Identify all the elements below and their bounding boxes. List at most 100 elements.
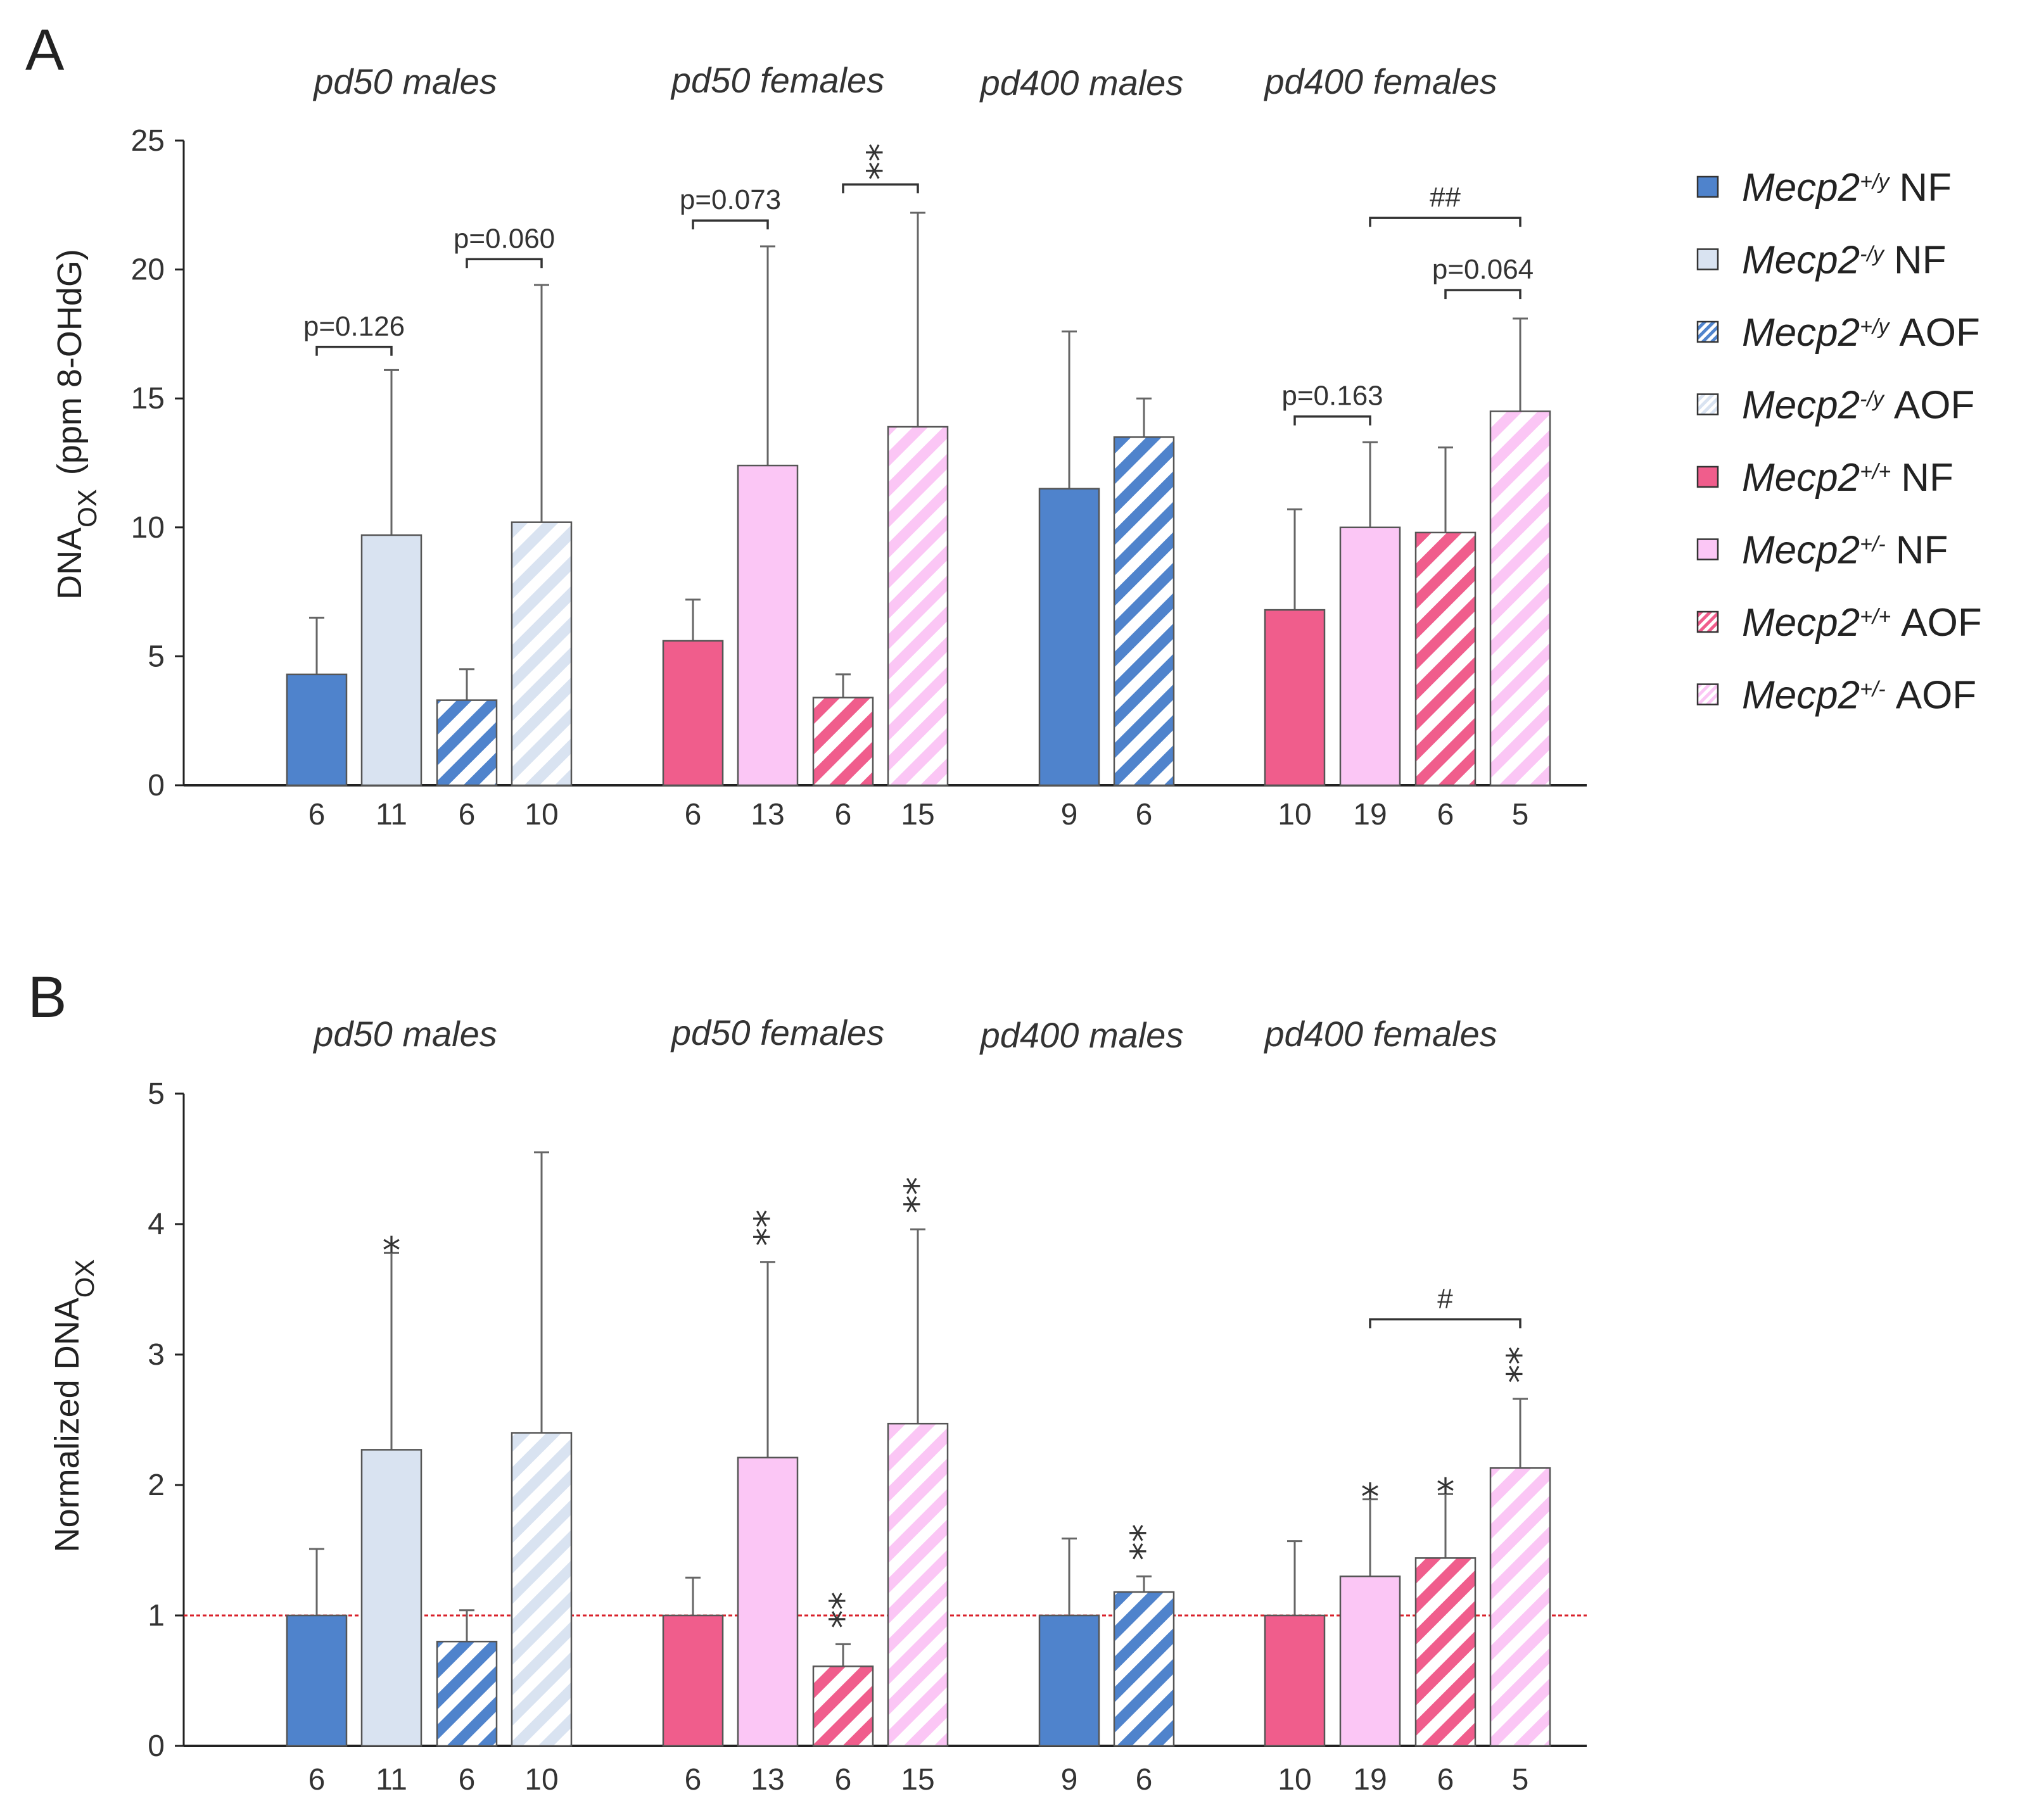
legend-gene: Mecp2 xyxy=(1742,529,1860,572)
panel-b-y-axis-title: Normalized DNAOX xyxy=(48,1260,99,1553)
panel-a-y-tick-label: 25 xyxy=(131,124,165,158)
panel-a-ylabel-subscript: OX xyxy=(72,489,102,528)
panel-a-group-title-pd400-males: pd400 males xyxy=(979,63,1184,103)
panel-a-significance-bracket xyxy=(466,258,543,269)
panel-b-significance-stars: ** xyxy=(1122,1524,1166,1560)
panel-a-group-title-pd50-males: pd50 males xyxy=(312,61,497,101)
panel-a-bar xyxy=(1339,526,1401,787)
legend-diet: NF xyxy=(1899,166,1952,210)
legend-diet: NF xyxy=(1901,456,1953,500)
legend-swatch xyxy=(1696,465,1719,488)
panel-a-significance-stars: ** xyxy=(859,143,902,180)
panel-a-bar xyxy=(1264,609,1326,787)
panel-b-bar xyxy=(436,1640,498,1747)
legend-gene: Mecp2 xyxy=(1742,239,1860,282)
panel-b-n-label: 6 xyxy=(1437,1763,1454,1797)
panel-a-significance-label: ## xyxy=(1430,182,1461,213)
legend-genotype: +/- xyxy=(1860,678,1886,702)
panel-b-n-label: 10 xyxy=(1278,1763,1311,1797)
panel-a-n-label: 5 xyxy=(1512,798,1529,831)
panel-b-bar xyxy=(286,1614,348,1747)
legend-label: Mecp2+/+ NF xyxy=(1742,456,1953,500)
panel-a-bar xyxy=(436,699,498,787)
legend-gene: Mecp2 xyxy=(1742,674,1860,717)
panel-a-n-label: 9 xyxy=(1061,798,1078,831)
panel-a-significance-label: p=0.126 xyxy=(303,311,405,342)
panel-b-n-label: 15 xyxy=(901,1763,934,1797)
panel-b-bar xyxy=(360,1449,422,1747)
legend-genotype: +/y xyxy=(1860,315,1890,339)
panel-b-bar xyxy=(511,1432,573,1747)
panel-a-y-tick-label: 5 xyxy=(148,640,165,673)
panel-a-bar xyxy=(812,697,874,787)
legend-genotype: -/y xyxy=(1860,388,1885,412)
panel-a-significance-label: p=0.073 xyxy=(680,184,781,215)
panel-b-n-label: 13 xyxy=(751,1763,784,1797)
legend-genotype: -/y xyxy=(1860,243,1885,267)
panel-b-bar xyxy=(1339,1575,1401,1747)
legend-diet: AOF xyxy=(1894,384,1974,427)
legend-diet: NF xyxy=(1894,239,1947,282)
panel-a-n-label: 11 xyxy=(376,798,407,831)
legend-gene: Mecp2 xyxy=(1742,311,1860,355)
panel-a-bar xyxy=(511,521,573,787)
panel-b-bar xyxy=(1414,1557,1477,1747)
legend-swatch xyxy=(1696,393,1719,415)
panel-a-y-tick-label: 10 xyxy=(131,511,165,545)
legend-label: Mecp2+/- NF xyxy=(1742,529,1948,572)
panel-b-bar xyxy=(1489,1467,1551,1747)
legend-label: Mecp2+/y NF xyxy=(1742,166,1952,210)
panel-b-n-label: 9 xyxy=(1061,1763,1078,1797)
legend-diet: AOF xyxy=(1899,311,1979,355)
legend-diet: NF xyxy=(1896,529,1948,572)
panel-a-bar xyxy=(1113,436,1175,787)
panel-b-letter: B xyxy=(28,965,67,1030)
legend-swatch xyxy=(1696,683,1719,705)
panel-b-n-label: 5 xyxy=(1512,1763,1529,1797)
panel-a-chart: A pd50 males pd50 females pd400 males pd… xyxy=(25,18,1587,831)
panel-b-significance-bracket xyxy=(1369,1318,1521,1329)
legend-label: Mecp2+/+ AOF xyxy=(1742,601,1982,645)
panel-a-significance-bracket xyxy=(1293,415,1371,426)
panel-a-bar xyxy=(1038,488,1100,787)
legend-swatch xyxy=(1696,248,1719,270)
panel-b-bar xyxy=(737,1457,799,1747)
panel-a-y-tick-label: 20 xyxy=(131,253,165,287)
panel-b-bar xyxy=(812,1665,874,1747)
panel-b-annotations: #********** *** xyxy=(383,1177,1542,1628)
panel-b-group-title-pd400-males: pd400 males xyxy=(979,1015,1184,1055)
panel-b-significance-stars: ** xyxy=(822,1591,865,1628)
panel-a-significance-bracket xyxy=(1369,217,1521,227)
legend-gene: Mecp2 xyxy=(1742,384,1860,427)
panel-a-bars: 6 11 6 10 6 13 6 15 9 6 10 19 6 5 xyxy=(286,212,1551,831)
panel-a-significance-bracket xyxy=(692,219,769,230)
panel-b-significance-star: * xyxy=(1437,1470,1455,1513)
panel-a-significance-label: p=0.163 xyxy=(1281,381,1383,412)
panel-a-n-label: 10 xyxy=(1278,798,1311,831)
panel-b-significance-stars: ** xyxy=(1499,1346,1542,1383)
panel-b-n-label: 6 xyxy=(308,1763,326,1797)
legend-label: Mecp2+/- AOF xyxy=(1742,674,1976,717)
panel-b-group-title-pd400-females: pd400 females xyxy=(1263,1014,1497,1054)
panel-b-y-tick-label: 5 xyxy=(148,1077,165,1111)
panel-a-n-label: 6 xyxy=(308,798,326,831)
panel-b-bar xyxy=(662,1614,724,1747)
panel-a-n-label: 15 xyxy=(901,798,934,831)
panel-b-y-tick-label: 1 xyxy=(148,1599,165,1633)
panel-b-bar xyxy=(887,1422,949,1747)
panel-b-bar xyxy=(1038,1614,1100,1747)
panel-a-bar xyxy=(286,673,348,787)
panel-a-bar xyxy=(1414,531,1477,787)
panel-a-n-label: 6 xyxy=(685,798,702,831)
panel-b-significance-star: * xyxy=(1361,1476,1380,1519)
panel-b-bar xyxy=(1264,1614,1326,1747)
legend-genotype: +/+ xyxy=(1860,605,1891,629)
panel-a-y-tick-label: 15 xyxy=(131,382,165,415)
legend-gene: Mecp2 xyxy=(1742,166,1860,210)
panel-b-ylabel-main: Normalized DNA xyxy=(48,1298,86,1552)
legend-swatch xyxy=(1696,175,1719,198)
panel-a-bar xyxy=(1489,410,1551,787)
panel-a-bar xyxy=(887,426,949,787)
panel-a-annotations: p=0.126 p=0.060 p=0.073 ** ## p=0.064 p=0.163 xyxy=(303,143,1534,426)
